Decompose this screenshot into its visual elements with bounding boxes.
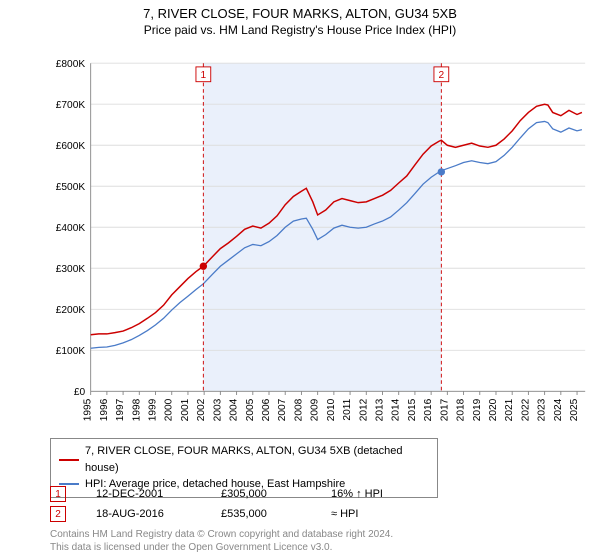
svg-text:2006: 2006 (261, 398, 272, 421)
svg-text:2018: 2018 (456, 398, 467, 421)
svg-text:2010: 2010 (326, 398, 337, 421)
legend-label-property: 7, RIVER CLOSE, FOUR MARKS, ALTON, GU34 … (85, 443, 429, 476)
footer-line-1: Contains HM Land Registry data © Crown c… (50, 528, 393, 541)
chart-container: 7, RIVER CLOSE, FOUR MARKS, ALTON, GU34 … (0, 0, 600, 560)
footer-attribution: Contains HM Land Registry data © Crown c… (50, 528, 393, 554)
sale-price-2: £535,000 (221, 508, 301, 520)
chart-plot: £0 £100K £200K £300K £400K £500K £600K £700K £80… (50, 48, 585, 423)
svg-text:2021: 2021 (504, 398, 515, 421)
svg-text:2003: 2003 (212, 398, 223, 421)
svg-text:1996: 1996 (99, 398, 110, 421)
svg-text:£300K: £300K (56, 264, 86, 275)
svg-text:2002: 2002 (196, 398, 207, 421)
svg-text:2016: 2016 (423, 398, 434, 421)
svg-text:£200K: £200K (56, 305, 86, 316)
svg-text:2014: 2014 (391, 398, 402, 421)
svg-text:2017: 2017 (439, 398, 450, 421)
svg-text:2012: 2012 (358, 398, 369, 421)
svg-text:£800K: £800K (56, 59, 86, 70)
svg-text:£700K: £700K (56, 100, 86, 111)
svg-text:2024: 2024 (553, 398, 564, 421)
svg-text:2020: 2020 (488, 398, 499, 421)
svg-text:2023: 2023 (537, 398, 548, 421)
svg-text:1997: 1997 (115, 398, 126, 421)
svg-text:2007: 2007 (277, 398, 288, 421)
svg-text:2013: 2013 (374, 398, 385, 421)
svg-text:£100K: £100K (56, 346, 86, 357)
svg-text:1999: 1999 (148, 398, 159, 421)
title-area: 7, RIVER CLOSE, FOUR MARKS, ALTON, GU34 … (0, 0, 600, 37)
svg-text:2: 2 (439, 70, 445, 81)
sale-rows: 1 12-DEC-2001 £305,000 16% ↑ HPI 2 18-AU… (50, 482, 383, 522)
sale-marker-1: 1 (50, 486, 66, 502)
svg-text:2022: 2022 (520, 398, 531, 421)
svg-text:1995: 1995 (83, 398, 94, 421)
footer-line-2: This data is licensed under the Open Gov… (50, 541, 393, 554)
svg-text:1: 1 (201, 70, 207, 81)
sale-date-2: 18-AUG-2016 (96, 508, 191, 520)
sale-price-1: £305,000 (221, 488, 301, 500)
svg-text:£400K: £400K (56, 223, 86, 234)
sale-date-1: 12-DEC-2001 (96, 488, 191, 500)
legend-swatch-property (59, 459, 79, 461)
svg-text:2001: 2001 (180, 398, 191, 421)
chart-subtitle: Price paid vs. HM Land Registry's House … (0, 23, 600, 37)
svg-text:2004: 2004 (229, 398, 240, 421)
sale-hpi-2: ≈ HPI (331, 508, 358, 520)
svg-text:2008: 2008 (293, 398, 304, 421)
svg-text:2000: 2000 (164, 398, 175, 421)
chart-title: 7, RIVER CLOSE, FOUR MARKS, ALTON, GU34 … (0, 6, 600, 21)
svg-text:1998: 1998 (131, 398, 142, 421)
svg-text:2009: 2009 (310, 398, 321, 421)
svg-text:£0: £0 (74, 387, 86, 398)
svg-text:2025: 2025 (569, 398, 580, 421)
sale-row-1: 1 12-DEC-2001 £305,000 16% ↑ HPI (50, 486, 383, 502)
sale-marker-2: 2 (50, 506, 66, 522)
svg-text:2019: 2019 (472, 398, 483, 421)
svg-text:£500K: £500K (56, 182, 86, 193)
legend-row-property: 7, RIVER CLOSE, FOUR MARKS, ALTON, GU34 … (59, 443, 429, 476)
svg-text:2005: 2005 (245, 398, 256, 421)
svg-text:2011: 2011 (342, 398, 353, 420)
svg-text:2015: 2015 (407, 398, 418, 421)
sale-row-2: 2 18-AUG-2016 £535,000 ≈ HPI (50, 506, 383, 522)
sale-hpi-1: 16% ↑ HPI (331, 488, 383, 500)
svg-text:£600K: £600K (56, 141, 86, 152)
